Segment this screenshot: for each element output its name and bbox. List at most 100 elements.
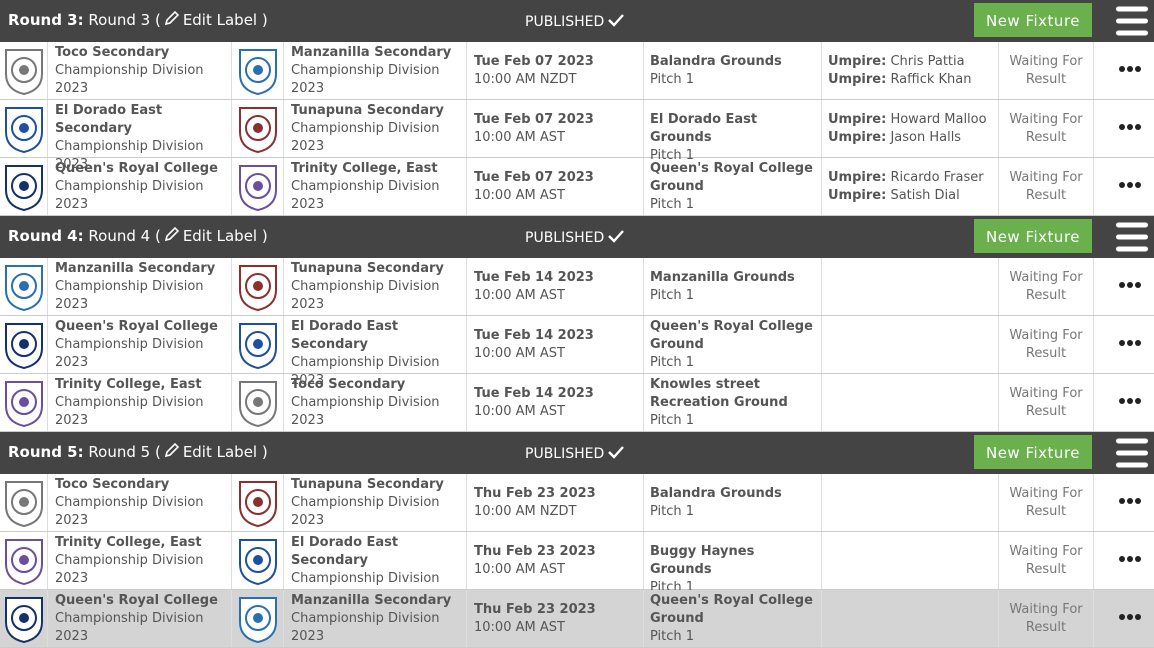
new-fixture-button[interactable]: New Fixture bbox=[974, 219, 1092, 253]
season: 2023 bbox=[55, 297, 89, 312]
fixture-row: Toco Secondary Championship Division 2023 T… bbox=[0, 474, 1154, 532]
team-name: Trinity College, East bbox=[291, 161, 438, 176]
date-line: Tue Feb 14 2023 bbox=[474, 385, 643, 403]
result-status: Waiting For Result bbox=[1009, 270, 1083, 303]
row-actions[interactable] bbox=[1118, 181, 1142, 189]
team-logo bbox=[5, 481, 43, 528]
team-logo bbox=[239, 265, 277, 312]
venue-cell: Balandra Grounds Pitch 1 bbox=[644, 474, 822, 531]
team-logo bbox=[239, 539, 277, 586]
home-logo-cell bbox=[0, 316, 48, 373]
home-team: Queen's Royal College Championship Divisi… bbox=[48, 316, 232, 373]
row-actions[interactable] bbox=[1118, 397, 1142, 405]
pitch: Pitch 1 bbox=[650, 288, 695, 303]
team-name: Manzanilla Secondary bbox=[291, 45, 452, 60]
division: Championship Division bbox=[55, 611, 204, 626]
edit-icon[interactable] bbox=[163, 226, 181, 243]
new-fixture-button[interactable]: New Fixture bbox=[974, 3, 1092, 37]
away-logo-cell bbox=[232, 42, 284, 99]
division: Championship Division bbox=[291, 63, 440, 78]
menu-icon[interactable] bbox=[1116, 6, 1148, 36]
paren: ) bbox=[261, 443, 268, 461]
umpire-cell: Umpire: Ricardo Fraser Umpire: Satish Dia… bbox=[822, 158, 999, 215]
date-cell: Tue Feb 07 2023 10:00 AM NZDT bbox=[467, 42, 644, 99]
round-number: Round 4: bbox=[8, 227, 84, 245]
date-cell: Tue Feb 14 2023 10:00 AM AST bbox=[467, 258, 644, 315]
new-fixture-button[interactable]: New Fixture bbox=[974, 435, 1092, 469]
row-actions[interactable] bbox=[1118, 123, 1142, 131]
published-status: PUBLISHED bbox=[525, 445, 625, 462]
date: Tue Feb 14 2023 bbox=[474, 270, 594, 285]
result-status: Waiting For Result bbox=[1009, 602, 1083, 635]
date-line: Thu Feb 23 2023 bbox=[474, 485, 643, 503]
team-name: Queen's Royal College bbox=[55, 319, 218, 334]
season: 2023 bbox=[55, 571, 89, 586]
team-name: Trinity College, East bbox=[55, 377, 202, 392]
status-cell: Waiting For Result bbox=[999, 42, 1094, 99]
edit-label[interactable]: Edit Label bbox=[182, 11, 258, 29]
team-name: Toco Secondary bbox=[55, 45, 170, 60]
time: 10:00 AM NZDT bbox=[474, 504, 577, 519]
team-name: El Dorado East Secondary bbox=[291, 319, 399, 352]
row-actions[interactable] bbox=[1118, 497, 1142, 505]
status-cell: Waiting For Result bbox=[999, 374, 1094, 431]
menu-icon[interactable] bbox=[1116, 222, 1148, 252]
date-cell: Thu Feb 23 2023 10:00 AM AST bbox=[467, 532, 644, 589]
umpire-cell bbox=[822, 474, 999, 531]
status-cell: Waiting For Result bbox=[999, 158, 1094, 215]
away-team: Tunapuna Secondary Championship Division 2… bbox=[284, 100, 467, 157]
edit-label[interactable]: Edit Label bbox=[182, 227, 258, 245]
division: Championship Division bbox=[55, 139, 204, 154]
paren: ) bbox=[261, 227, 268, 245]
umpire-line: Umpire: Howard Malloo bbox=[828, 111, 998, 129]
home-team: Queen's Royal College Championship Divisi… bbox=[48, 590, 232, 647]
away-logo-cell bbox=[232, 374, 284, 431]
home-team: Trinity College, East Championship Divisi… bbox=[48, 532, 232, 589]
umpire-cell bbox=[822, 316, 999, 373]
date-cell: Tue Feb 14 2023 10:00 AM AST bbox=[467, 316, 644, 373]
home-team: Queen's Royal College Championship Divisi… bbox=[48, 158, 232, 215]
venue-line: Manzanilla Grounds bbox=[650, 269, 815, 287]
division: Championship Division bbox=[55, 337, 204, 352]
date-line: Thu Feb 23 2023 bbox=[474, 601, 643, 619]
date-cell: Tue Feb 14 2023 10:00 AM AST bbox=[467, 374, 644, 431]
round-label: Round 4: Round 4 (Edit Label ) bbox=[8, 226, 268, 245]
team-name: Toco Secondary bbox=[291, 377, 406, 392]
venue-cell: Balandra Grounds Pitch 1 bbox=[644, 42, 822, 99]
row-actions[interactable] bbox=[1118, 339, 1142, 347]
team-logo bbox=[5, 107, 43, 154]
pitch: Pitch 1 bbox=[650, 148, 695, 163]
season: 2023 bbox=[291, 139, 325, 154]
season: 2023 bbox=[291, 297, 325, 312]
time: 10:00 AM AST bbox=[474, 346, 565, 361]
season: 2023 bbox=[55, 355, 89, 370]
venue-cell: Queen's Royal College Ground Pitch 1 bbox=[644, 158, 822, 215]
row-actions[interactable] bbox=[1118, 613, 1142, 621]
away-logo-cell bbox=[232, 474, 284, 531]
venue: Queen's Royal College Ground bbox=[650, 161, 813, 194]
row-actions[interactable] bbox=[1118, 555, 1142, 563]
time: 10:00 AM AST bbox=[474, 404, 565, 419]
edit-label[interactable]: Edit Label bbox=[182, 443, 258, 461]
row-actions[interactable] bbox=[1118, 65, 1142, 73]
menu-icon[interactable] bbox=[1116, 438, 1148, 468]
status-cell: Waiting For Result bbox=[999, 532, 1094, 589]
umpire-line: Umpire: Chris Pattia bbox=[828, 53, 998, 71]
round-label: Round 3: Round 3 (Edit Label ) bbox=[8, 10, 268, 29]
row-actions[interactable] bbox=[1118, 281, 1142, 289]
date-line: Tue Feb 14 2023 bbox=[474, 327, 643, 345]
away-logo-cell bbox=[232, 158, 284, 215]
fixture-row: Manzanilla Secondary Championship Divisio… bbox=[0, 258, 1154, 316]
umpire-role: Umpire: bbox=[828, 54, 887, 69]
away-logo-cell bbox=[232, 316, 284, 373]
division: Championship Division bbox=[291, 395, 440, 410]
umpire-cell bbox=[822, 590, 999, 647]
venue: Buggy Haynes Grounds bbox=[650, 544, 755, 577]
umpire-cell: Umpire: Chris Pattia Umpire: Raffick Khan bbox=[822, 42, 999, 99]
venue-line: Balandra Grounds bbox=[650, 485, 815, 503]
away-team: Toco Secondary Championship Division 2023 bbox=[284, 374, 467, 431]
umpire-role: Umpire: bbox=[828, 72, 887, 87]
away-team: Tunapuna Secondary Championship Division 2… bbox=[284, 258, 467, 315]
edit-icon[interactable] bbox=[163, 10, 181, 27]
edit-icon[interactable] bbox=[163, 442, 181, 459]
